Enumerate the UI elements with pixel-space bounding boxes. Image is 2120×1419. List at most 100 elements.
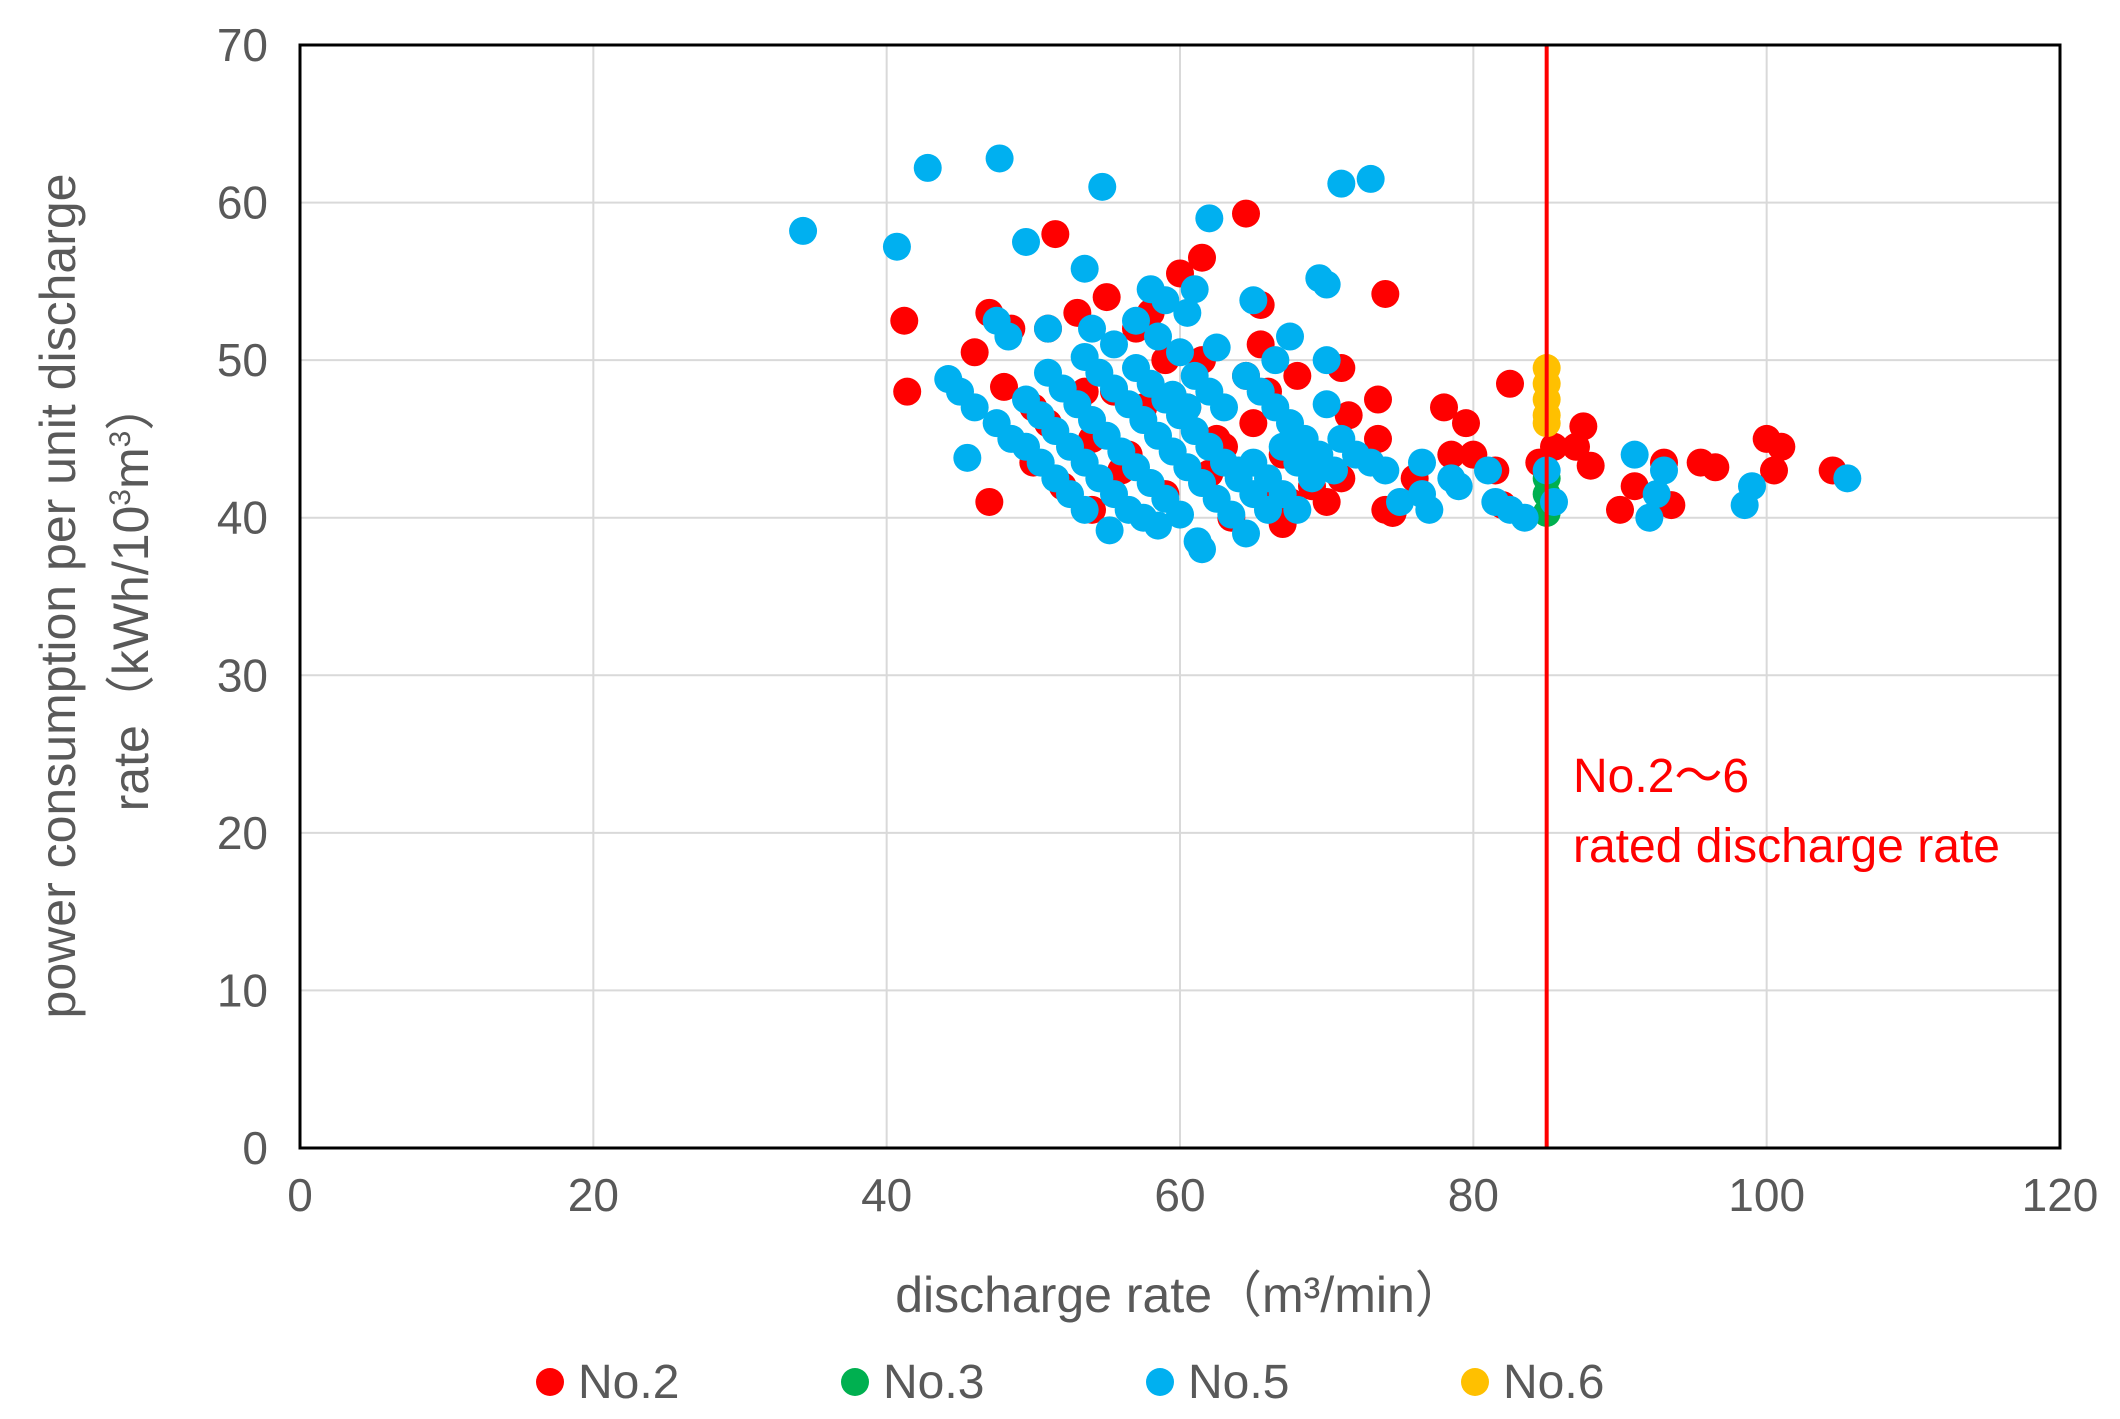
- y-axis-title-line2: rate（kWh/103m3）: [103, 381, 159, 812]
- data-point: [1092, 283, 1121, 312]
- y-tick-label: 60: [217, 177, 268, 229]
- data-point: [1122, 306, 1150, 335]
- legend-label: No.2: [578, 1356, 679, 1409]
- data-point: [1444, 472, 1473, 501]
- legend-marker: [1461, 1368, 1489, 1396]
- reference-annotation-line1: No.2～6: [1573, 750, 1749, 803]
- data-point: [1217, 500, 1246, 529]
- data-point: [1070, 495, 1099, 524]
- data-point: [1012, 227, 1040, 256]
- data-point: [1183, 527, 1212, 556]
- data-point: [1606, 495, 1634, 524]
- data-point: [1298, 464, 1326, 493]
- data-point: [1144, 322, 1172, 351]
- data-point: [1635, 503, 1664, 532]
- data-point: [1576, 451, 1605, 480]
- y-axis-title-sup2: 3: [104, 431, 137, 448]
- data-point: [1569, 412, 1598, 441]
- y-tick-label: 70: [217, 19, 268, 71]
- data-point: [1327, 169, 1356, 198]
- data-point: [1386, 487, 1414, 516]
- legend-item: No.5: [1146, 1356, 1289, 1409]
- data-point: [990, 372, 1018, 401]
- legend-marker: [536, 1368, 564, 1396]
- data-point: [1041, 220, 1070, 249]
- data-point: [1334, 401, 1363, 430]
- legend-item: No.2: [536, 1356, 679, 1409]
- data-point: [1195, 204, 1224, 233]
- data-point: [1283, 361, 1312, 390]
- data-point: [893, 377, 922, 406]
- x-tick-label: 100: [1728, 1169, 1805, 1221]
- data-point: [1078, 314, 1106, 343]
- y-tick-label: 30: [217, 649, 268, 701]
- grid-layer: [300, 45, 2060, 1148]
- legend-label: No.3: [883, 1356, 984, 1409]
- data-point: [890, 306, 919, 335]
- data-point: [994, 322, 1023, 351]
- data-point: [1239, 409, 1268, 438]
- x-tick-label: 20: [568, 1169, 619, 1221]
- data-point: [1070, 254, 1099, 283]
- data-point: [1151, 286, 1180, 315]
- data-point: [1144, 511, 1172, 540]
- legend-marker: [1146, 1368, 1174, 1396]
- data-point: [1173, 298, 1202, 327]
- data-point: [1510, 503, 1539, 532]
- data-point: [1371, 279, 1400, 308]
- data-point: [1173, 393, 1202, 422]
- data-point: [1364, 385, 1392, 414]
- y-axis-title-suffix: ）: [103, 381, 159, 431]
- data-point: [960, 393, 989, 422]
- data-point: [1496, 369, 1524, 398]
- data-point: [1312, 487, 1341, 516]
- data-point: [1364, 424, 1392, 453]
- data-point: [1239, 286, 1268, 315]
- y-axis-title-unit: m: [103, 447, 159, 489]
- x-tick-label: 0: [287, 1169, 313, 1221]
- data-point: [1166, 500, 1194, 529]
- y-tick-label: 40: [217, 492, 268, 544]
- data-point: [1034, 314, 1062, 343]
- data-point: [1312, 390, 1341, 419]
- legend-label: No.5: [1188, 1356, 1289, 1409]
- data-point: [1642, 480, 1671, 509]
- data-point: [1202, 333, 1231, 362]
- reference-annotation-line2: rated discharge rate: [1573, 820, 2000, 873]
- data-point: [1833, 464, 1862, 493]
- data-point: [1095, 516, 1124, 545]
- data-point: [1767, 432, 1796, 461]
- x-tick-label: 80: [1448, 1169, 1499, 1221]
- data-point: [1620, 440, 1649, 469]
- data-point: [882, 232, 911, 261]
- points-layer: [789, 144, 1862, 564]
- data-point: [1650, 456, 1678, 485]
- x-axis-title: discharge rate（m³/min）: [895, 1267, 1465, 1323]
- data-point: [1408, 448, 1436, 477]
- data-point: [1283, 495, 1312, 524]
- y-tick-label: 50: [217, 334, 268, 386]
- x-tick-label: 60: [1154, 1169, 1205, 1221]
- y-axis-title-prefix: rate（kWh/10: [103, 506, 159, 812]
- data-point: [1166, 338, 1194, 367]
- data-point: [1415, 495, 1444, 524]
- data-point: [1620, 472, 1649, 501]
- data-point: [953, 443, 982, 472]
- data-point: [1188, 243, 1216, 272]
- legend-marker: [841, 1368, 869, 1396]
- data-point: [1320, 456, 1348, 485]
- data-point: [1210, 393, 1238, 422]
- data-point: [1371, 456, 1400, 485]
- ticks-layer: 0 20 40 60 80 100 120 0 10 20 30 40 50 60 70: [217, 19, 2099, 1221]
- data-point: [1356, 164, 1385, 193]
- y-axis-title-sup1: 3: [104, 489, 137, 506]
- data-point: [1312, 270, 1341, 299]
- data-point: [1232, 199, 1260, 228]
- x-tick-label: 40: [861, 1169, 912, 1221]
- plot-frame: [298, 43, 2062, 1150]
- y-tick-label: 10: [217, 964, 268, 1016]
- data-point: [1452, 409, 1480, 438]
- data-point: [1430, 393, 1458, 422]
